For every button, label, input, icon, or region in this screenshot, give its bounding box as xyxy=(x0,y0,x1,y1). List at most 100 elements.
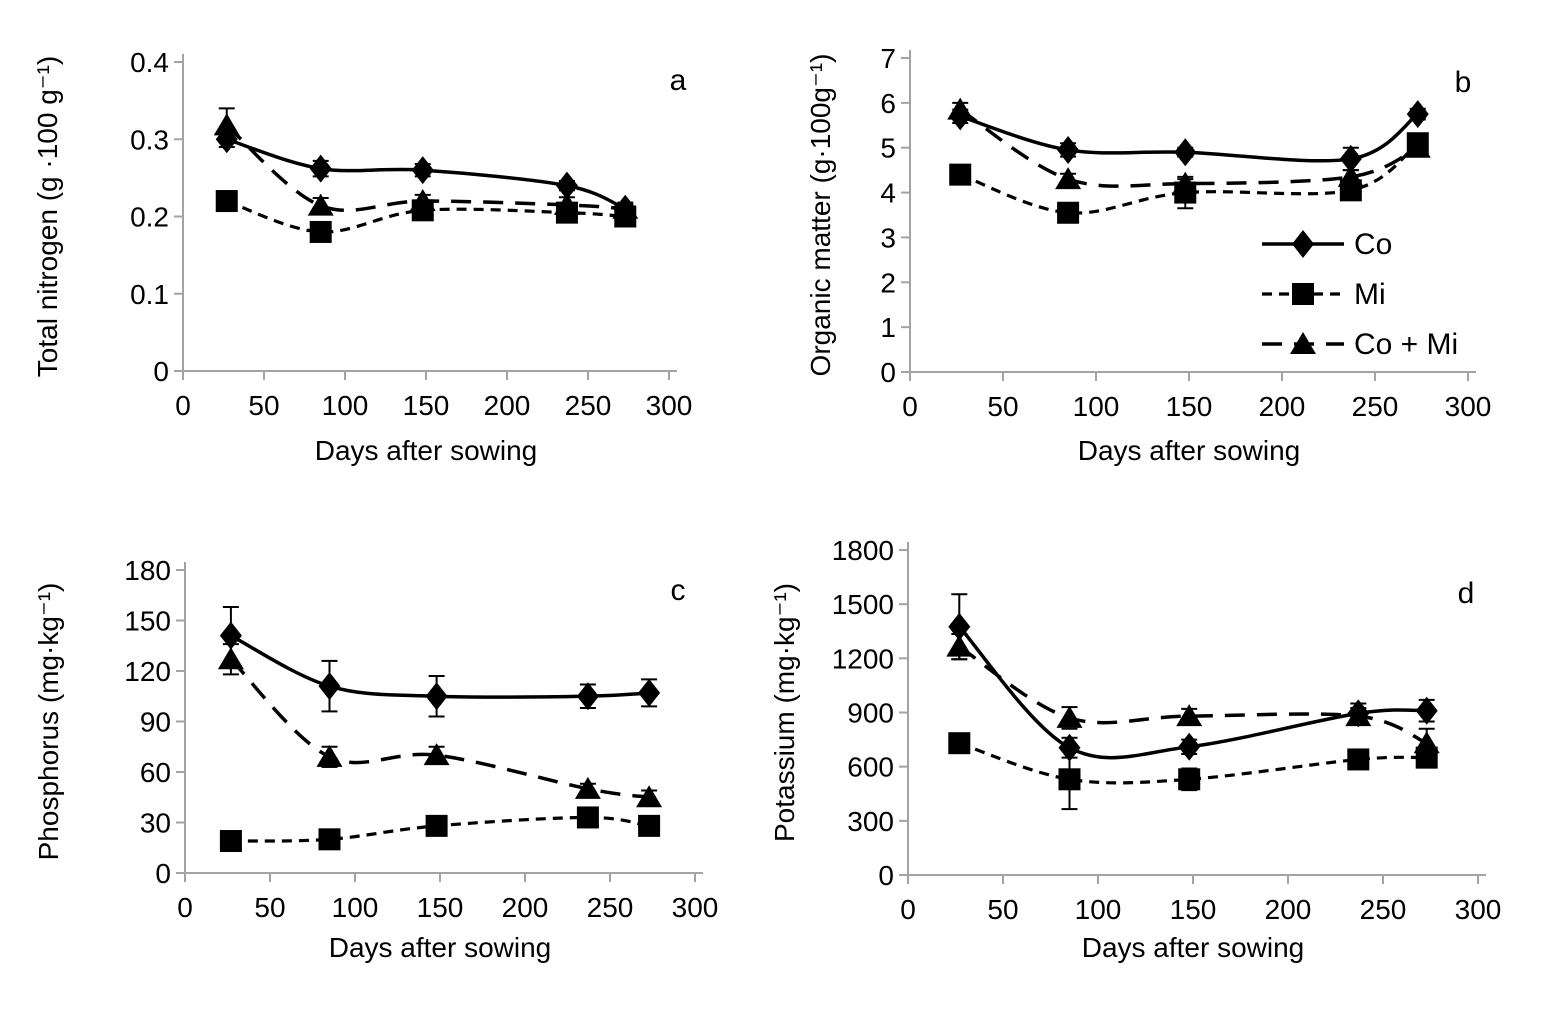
x-tick-label: 150 xyxy=(1170,894,1217,925)
data-point-marker-diamond xyxy=(1415,696,1438,725)
data-point-marker-square xyxy=(948,732,971,755)
data-point-marker-diamond xyxy=(318,672,341,701)
x-tick-label: 0 xyxy=(900,894,916,925)
x-tick-label: 300 xyxy=(1445,391,1492,422)
x-tick-label: 100 xyxy=(322,390,369,421)
y-tick-label: 5 xyxy=(880,133,896,164)
x-tick-label: 50 xyxy=(254,892,285,923)
x-tick-label: 0 xyxy=(902,391,918,422)
y-tick-label: 1500 xyxy=(832,589,894,620)
data-point-marker-square xyxy=(638,814,661,837)
data-point-marker-triangle xyxy=(612,196,639,219)
y-tick-label: 30 xyxy=(140,808,171,839)
series-co+mi xyxy=(213,107,639,219)
x-tick-label: 250 xyxy=(1352,391,1399,422)
x-tick-label: 250 xyxy=(1360,894,1407,925)
data-point-marker-triangle xyxy=(1290,332,1316,354)
data-point-marker-diamond xyxy=(638,678,661,707)
x-tick-label: 50 xyxy=(987,894,1018,925)
data-point-marker-diamond xyxy=(411,156,434,185)
data-point-marker-square xyxy=(219,830,242,853)
legend-item-co: Co xyxy=(1262,228,1392,261)
data-point-marker-triangle xyxy=(636,785,663,808)
legend: Co Mi Co + Mi xyxy=(1262,228,1458,361)
legend-item-mi: Mi xyxy=(1262,278,1386,311)
x-axis-title: Days after sowing xyxy=(1082,932,1305,963)
data-point-marker-diamond xyxy=(1292,230,1314,258)
x-tick-label: 300 xyxy=(646,390,693,421)
data-point-marker-triangle xyxy=(1337,164,1364,187)
y-tick-label: 1800 xyxy=(832,535,894,566)
data-point-marker-square xyxy=(949,163,972,186)
data-point-marker-diamond xyxy=(309,154,332,183)
y-tick-label: 0 xyxy=(153,356,169,387)
data-point-marker-square xyxy=(215,190,238,213)
data-point-marker-triangle xyxy=(1056,705,1083,728)
data-point-marker-square xyxy=(1347,748,1370,771)
y-axis-title: Total nitrogen (g ·100 g⁻¹) xyxy=(32,56,63,377)
x-tick-label: 250 xyxy=(587,892,634,923)
data-point-marker-square xyxy=(1058,768,1081,791)
data-point-marker-triangle xyxy=(423,743,450,766)
data-point-marker-triangle xyxy=(217,647,244,670)
x-tick-label: 200 xyxy=(1265,894,1312,925)
data-point-marker-diamond xyxy=(555,171,578,200)
y-tick-label: 1 xyxy=(880,312,896,343)
y-tick-label: 900 xyxy=(847,698,894,729)
y-tick-label: 120 xyxy=(124,656,171,687)
panel-d: 0 50 100 150 200 250 300 0 300 600 900 1200 1500 1800… xyxy=(769,535,1501,963)
data-point-marker-triangle xyxy=(316,744,343,767)
data-point-marker-triangle xyxy=(1404,135,1431,158)
panel-c: 0 50 100 150 200 250 300 0 30 60 90 120 150 180 Days a… xyxy=(33,555,718,963)
y-tick-label: 2 xyxy=(880,267,896,298)
y-tick-label: 0 xyxy=(155,858,171,889)
y-tick-label: 4 xyxy=(880,178,896,209)
data-point-marker-diamond xyxy=(576,682,599,711)
data-point-marker-triangle xyxy=(947,97,974,120)
series-co xyxy=(949,100,1429,173)
panel-letter: a xyxy=(670,64,687,97)
y-axis-title: Organic matter (g·100g⁻¹) xyxy=(805,54,836,377)
panel-letter: d xyxy=(1458,577,1475,610)
panel-letter: c xyxy=(671,574,686,607)
series-line xyxy=(959,108,1419,188)
y-tick-label: 0 xyxy=(880,357,896,388)
x-tick-label: 250 xyxy=(565,390,612,421)
x-tick-label: 50 xyxy=(987,391,1018,422)
panel-letter: b xyxy=(1455,66,1472,99)
data-point-marker-diamond xyxy=(1058,733,1081,762)
y-tick-label: 60 xyxy=(140,757,171,788)
y-tick-label: 300 xyxy=(847,806,894,837)
x-tick-label: 200 xyxy=(484,390,531,421)
data-point-marker-square xyxy=(309,220,332,243)
data-point-marker-diamond xyxy=(219,621,242,650)
data-point-marker-triangle xyxy=(553,192,580,215)
data-point-marker-triangle xyxy=(1055,167,1082,190)
data-point-marker-square xyxy=(425,814,448,837)
x-tick-label: 150 xyxy=(1166,391,1213,422)
x-tick-label: 100 xyxy=(332,892,379,923)
data-point-marker-square xyxy=(1057,201,1080,224)
x-tick-label: 0 xyxy=(177,892,193,923)
legend-label: Mi xyxy=(1354,278,1386,311)
y-tick-label: 90 xyxy=(140,707,171,738)
x-tick-label: 150 xyxy=(417,892,464,923)
y-tick-label: 0.3 xyxy=(130,124,169,155)
y-axis-title: Potassium (mg·kg⁻¹) xyxy=(769,583,800,842)
data-point-marker-triangle xyxy=(1172,171,1199,194)
y-tick-label: 6 xyxy=(880,88,896,119)
x-tick-label: 100 xyxy=(1073,391,1120,422)
x-tick-label: 200 xyxy=(502,892,549,923)
legend-label: Co + Mi xyxy=(1354,328,1458,361)
x-tick-label: 300 xyxy=(1455,894,1502,925)
data-point-marker-triangle xyxy=(574,776,601,799)
y-tick-label: 180 xyxy=(124,555,171,586)
y-tick-label: 0 xyxy=(878,860,894,891)
x-axis-title: Days after sowing xyxy=(329,932,552,963)
x-tick-label: 0 xyxy=(175,390,191,421)
data-point-marker-triangle xyxy=(1413,731,1440,754)
x-tick-label: 300 xyxy=(672,892,719,923)
y-tick-label: 1200 xyxy=(832,643,894,674)
